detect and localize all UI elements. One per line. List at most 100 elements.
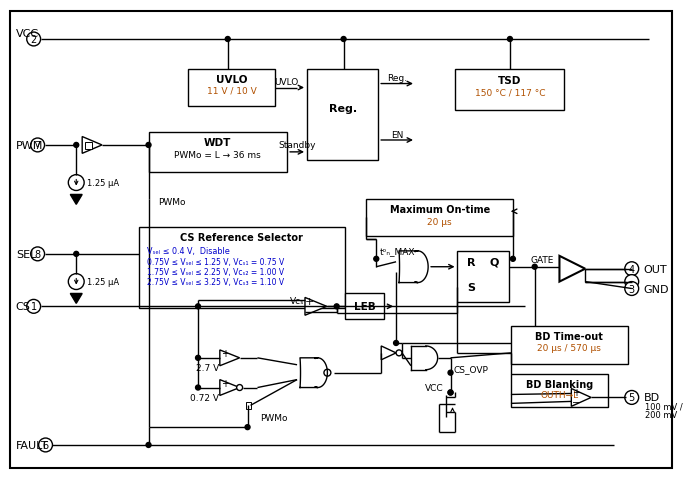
Text: BD: BD	[644, 393, 660, 403]
Text: 20 μs / 570 μs: 20 μs / 570 μs	[537, 344, 601, 353]
Text: PWMo = L → 36 ms: PWMo = L → 36 ms	[174, 151, 261, 160]
Bar	[344, 294, 384, 320]
Text: CS Reference Selector: CS Reference Selector	[180, 232, 303, 242]
Text: FAULT: FAULT	[16, 440, 48, 450]
Circle shape	[74, 252, 79, 257]
Circle shape	[31, 139, 45, 153]
Circle shape	[68, 274, 84, 290]
Text: Maximum On-time: Maximum On-time	[389, 205, 490, 215]
Circle shape	[146, 143, 151, 148]
Polygon shape	[220, 380, 240, 396]
Text: 2: 2	[30, 35, 37, 45]
Text: 1.25 μA: 1.25 μA	[87, 277, 119, 287]
Circle shape	[225, 37, 230, 42]
Bar	[85, 143, 92, 150]
Text: 3: 3	[628, 284, 635, 294]
Circle shape	[625, 262, 639, 276]
Text: +: +	[220, 348, 229, 358]
Text: 200 mV: 200 mV	[645, 410, 677, 419]
Text: UVLO: UVLO	[274, 78, 298, 87]
Bar	[511, 326, 628, 364]
Text: OUT: OUT	[644, 264, 667, 274]
Text: 5: 5	[628, 393, 635, 403]
Circle shape	[146, 443, 151, 447]
Bar	[138, 228, 344, 309]
Text: BD Time-out: BD Time-out	[535, 331, 604, 341]
Polygon shape	[305, 298, 327, 315]
Polygon shape	[559, 256, 585, 282]
Circle shape	[39, 438, 52, 452]
Text: CS_OVP: CS_OVP	[453, 364, 489, 373]
Polygon shape	[571, 389, 591, 407]
Circle shape	[196, 385, 200, 390]
Circle shape	[27, 300, 41, 313]
Text: 1.25 μA: 1.25 μA	[87, 179, 119, 188]
Circle shape	[74, 143, 79, 148]
Bar	[149, 133, 287, 172]
Text: EN: EN	[391, 130, 403, 139]
Bar	[367, 200, 513, 237]
Circle shape	[448, 390, 453, 395]
Polygon shape	[70, 195, 82, 205]
Circle shape	[341, 37, 346, 42]
Text: 8: 8	[34, 249, 41, 259]
Circle shape	[625, 275, 639, 289]
Text: 1.75V ≤ Vₛₑₗ ≤ 2.25 V, Vᴄₛ₂ = 1.00 V: 1.75V ≤ Vₛₑₗ ≤ 2.25 V, Vᴄₛ₂ = 1.00 V	[147, 268, 284, 276]
Polygon shape	[381, 346, 396, 360]
Circle shape	[396, 350, 402, 356]
Circle shape	[324, 370, 331, 376]
Text: PWMo: PWMo	[158, 197, 186, 206]
Circle shape	[334, 304, 339, 309]
Text: GATE: GATE	[531, 256, 555, 265]
Text: Vₛₑₗ ≤ 0.4 V,  Disable: Vₛₑₗ ≤ 0.4 V, Disable	[147, 247, 229, 256]
Text: VCC: VCC	[425, 383, 444, 392]
Text: 20 μs: 20 μs	[427, 217, 452, 226]
Bar	[511, 374, 608, 408]
Text: 2.7 V: 2.7 V	[196, 363, 219, 372]
Text: +: +	[220, 378, 229, 388]
Text: R: R	[467, 257, 475, 267]
Text: PWM: PWM	[16, 141, 43, 151]
Circle shape	[625, 282, 639, 296]
Text: 150 °C / 117 °C: 150 °C / 117 °C	[475, 89, 545, 98]
Text: LEB: LEB	[353, 302, 376, 312]
Bar	[188, 70, 276, 107]
Text: 0.72 V: 0.72 V	[190, 393, 219, 402]
Circle shape	[448, 371, 453, 375]
Circle shape	[245, 425, 250, 430]
Circle shape	[196, 304, 200, 309]
Circle shape	[508, 37, 513, 42]
Text: SEL: SEL	[16, 249, 37, 259]
Text: +: +	[573, 388, 580, 397]
Text: Reg.: Reg.	[387, 74, 407, 83]
Circle shape	[532, 264, 537, 270]
Text: OUTH→L: OUTH→L	[540, 390, 579, 399]
Circle shape	[196, 356, 200, 360]
Text: VCC: VCC	[16, 29, 39, 39]
Text: 1: 1	[30, 302, 37, 312]
Text: PWMo: PWMo	[260, 413, 288, 422]
Circle shape	[68, 175, 84, 191]
Circle shape	[236, 385, 243, 391]
Bar	[307, 70, 378, 160]
Polygon shape	[70, 294, 82, 304]
Circle shape	[625, 391, 639, 405]
Text: 2.75V ≤ Vₛₑₗ ≤ 3.25 V, Vᴄₛ₃ = 1.10 V: 2.75V ≤ Vₛₑₗ ≤ 3.25 V, Vᴄₛ₃ = 1.10 V	[147, 277, 284, 287]
Text: Reg.: Reg.	[329, 104, 357, 114]
Circle shape	[448, 390, 453, 395]
Text: Vᴄₛ: Vᴄₛ	[290, 296, 305, 305]
Text: tᵒₙ_MAX: tᵒₙ_MAX	[379, 247, 415, 256]
Circle shape	[27, 33, 41, 47]
Text: 100 mV /: 100 mV /	[645, 402, 682, 411]
Text: UVLO: UVLO	[216, 74, 247, 84]
Bar	[455, 70, 564, 111]
Text: +: +	[305, 297, 315, 307]
Text: Standby: Standby	[278, 141, 316, 150]
Polygon shape	[220, 350, 240, 366]
Text: BD Blanking: BD Blanking	[526, 379, 593, 389]
Text: 11 V / 10 V: 11 V / 10 V	[207, 87, 256, 96]
Text: TSD: TSD	[498, 75, 522, 85]
Text: 0.75V ≤ Vₛₑₗ ≤ 1.25 V, Vᴄₛ₁ = 0.75 V: 0.75V ≤ Vₛₑₗ ≤ 1.25 V, Vᴄₛ₁ = 0.75 V	[147, 258, 284, 267]
Bar	[245, 403, 251, 409]
Bar	[457, 252, 509, 303]
